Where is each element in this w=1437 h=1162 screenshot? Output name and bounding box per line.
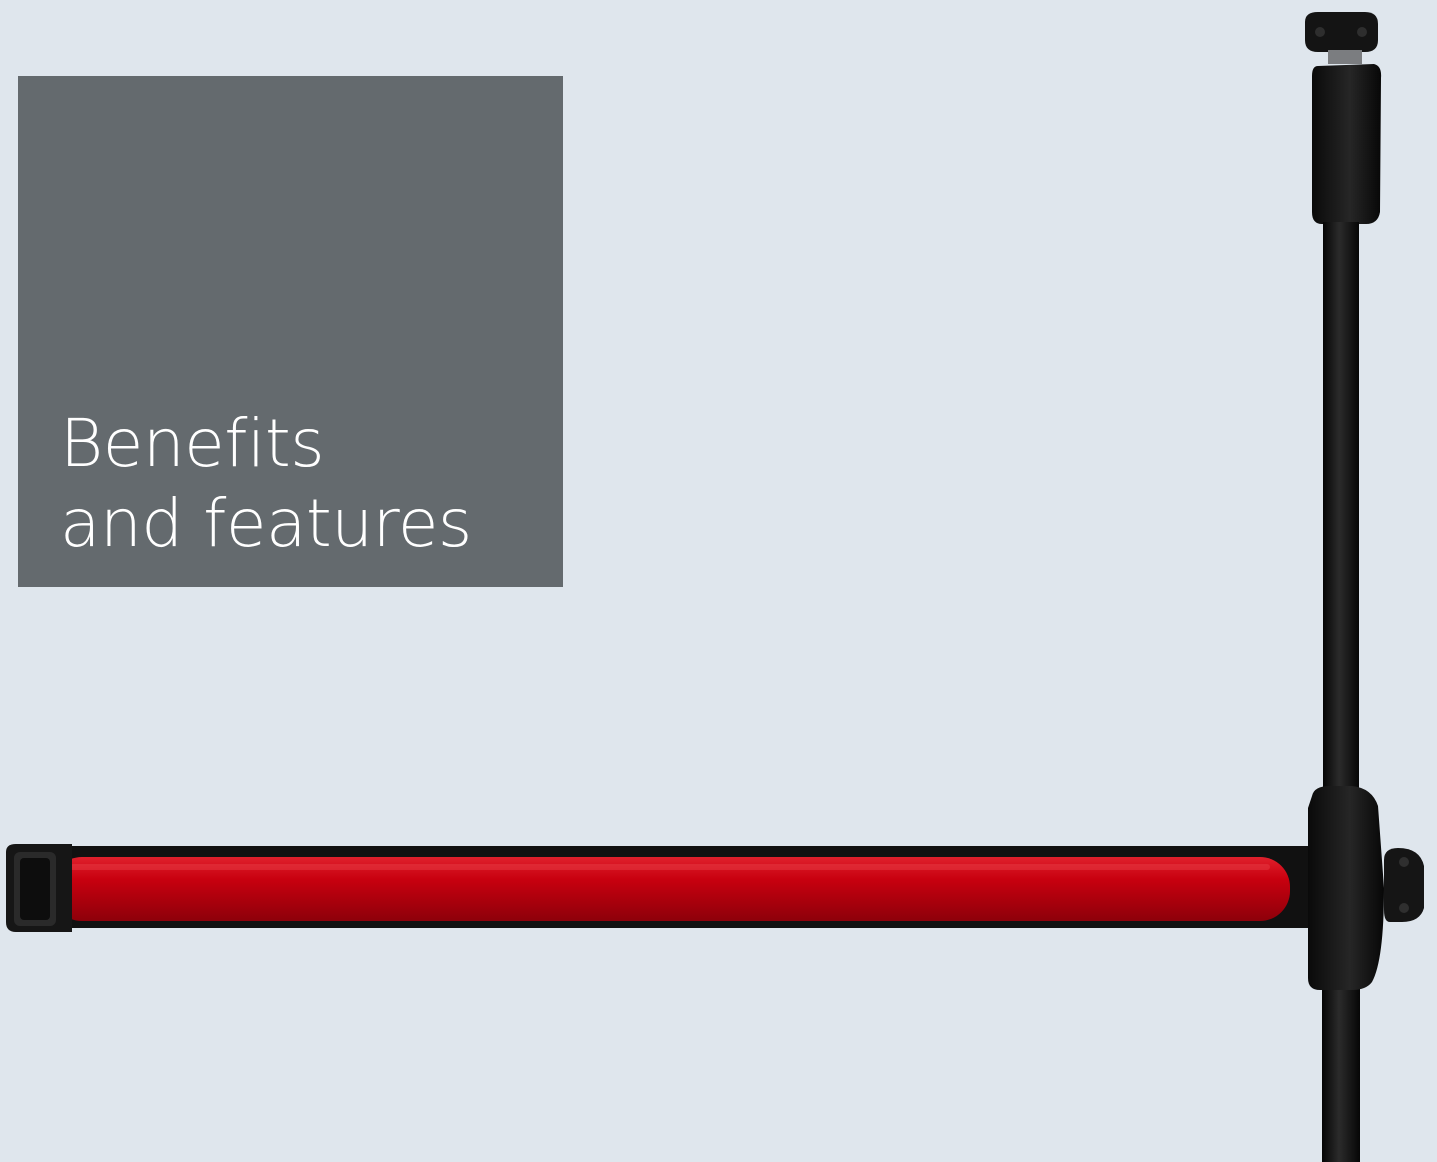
lower-rod — [1322, 980, 1360, 1162]
top-latch-housing — [1312, 64, 1382, 224]
title-line-1: Benefits — [60, 405, 325, 482]
left-end-cap — [6, 844, 72, 932]
top-bracket — [1305, 12, 1378, 64]
upper-rod — [1323, 222, 1359, 792]
page-title: Benefits and features — [60, 404, 472, 564]
red-push-bar — [52, 857, 1290, 921]
title-line-2: and features — [60, 485, 472, 562]
side-bracket — [1384, 848, 1424, 922]
mechanism-housing — [1308, 786, 1384, 990]
title-box: Benefits and features — [18, 76, 563, 587]
